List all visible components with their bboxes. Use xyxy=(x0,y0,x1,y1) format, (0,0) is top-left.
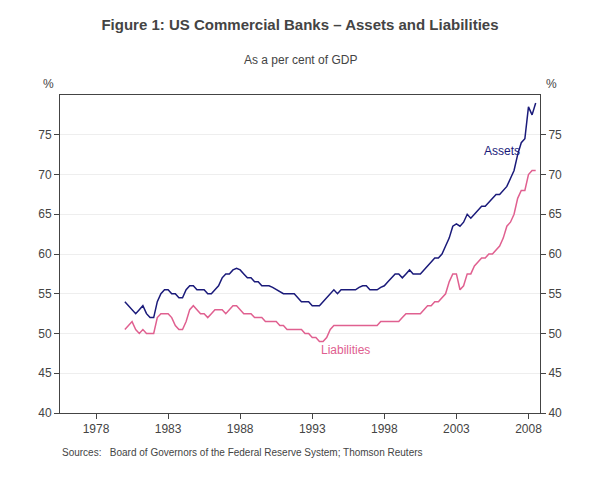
svg-text:As a per cent of GDP: As a per cent of GDP xyxy=(244,53,357,67)
svg-text:75: 75 xyxy=(548,128,562,142)
svg-text:2003: 2003 xyxy=(443,422,470,436)
svg-text:50: 50 xyxy=(38,327,52,341)
svg-text:65: 65 xyxy=(38,207,52,221)
svg-text:%: % xyxy=(43,77,54,91)
svg-text:1998: 1998 xyxy=(371,422,398,436)
svg-text:1983: 1983 xyxy=(155,422,182,436)
svg-text:55: 55 xyxy=(548,287,562,301)
svg-text:65: 65 xyxy=(548,207,562,221)
svg-text:1978: 1978 xyxy=(83,422,110,436)
svg-text:55: 55 xyxy=(38,287,52,301)
svg-text:45: 45 xyxy=(548,366,562,380)
svg-text:1993: 1993 xyxy=(299,422,326,436)
svg-text:%: % xyxy=(546,77,557,91)
svg-text:60: 60 xyxy=(548,247,562,261)
svg-text:Sources: Board of Governors: Sources: Board of Governors of the Feder… xyxy=(62,447,423,458)
svg-text:2008: 2008 xyxy=(515,422,542,436)
svg-text:40: 40 xyxy=(548,406,562,420)
svg-text:75: 75 xyxy=(38,128,52,142)
svg-text:1988: 1988 xyxy=(227,422,254,436)
svg-text:50: 50 xyxy=(548,327,562,341)
svg-text:70: 70 xyxy=(38,168,52,182)
svg-text:70: 70 xyxy=(548,168,562,182)
svg-text:60: 60 xyxy=(38,247,52,261)
svg-text:40: 40 xyxy=(38,406,52,420)
svg-text:45: 45 xyxy=(38,366,52,380)
svg-text:Liabilities: Liabilities xyxy=(321,343,370,357)
svg-text:Figure 1: US Commercial Banks: Figure 1: US Commercial Banks – Assets a… xyxy=(101,16,498,33)
svg-text:Assets: Assets xyxy=(484,144,520,158)
